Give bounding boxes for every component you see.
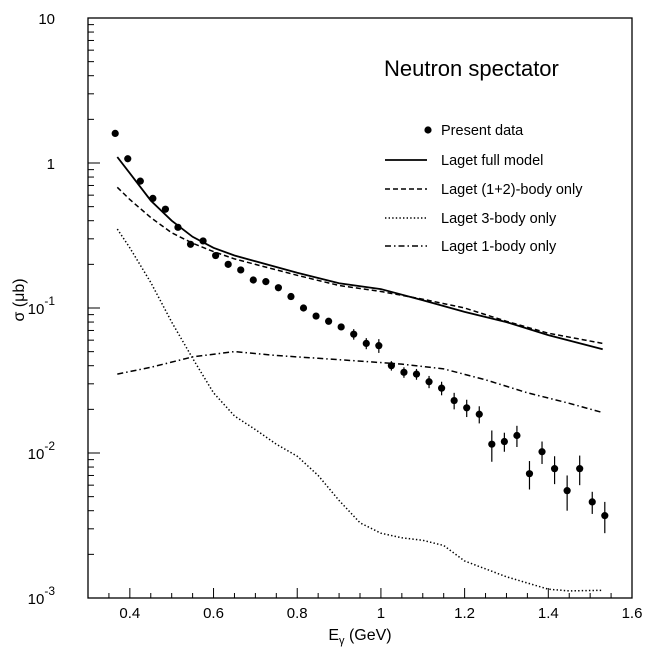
data-points: [111, 129, 609, 534]
data-point: [488, 440, 496, 448]
data-point: [375, 342, 383, 350]
data-point: [400, 368, 408, 376]
data-point: [463, 404, 471, 412]
y-axis-label: σ (μb): [11, 278, 28, 321]
data-point: [576, 465, 584, 473]
data-point: [412, 370, 421, 378]
y-tick-label: 1: [47, 156, 55, 173]
data-point: [438, 384, 446, 392]
axis-ticks: [87, 17, 633, 599]
data-point: [601, 512, 609, 520]
data-point: [149, 194, 157, 202]
data-point: [538, 448, 546, 456]
data-point: [387, 362, 395, 370]
data-point: [262, 278, 270, 286]
x-tick-label: 1.2: [454, 605, 475, 622]
legend-marker: [424, 126, 432, 134]
data-point: [299, 304, 308, 312]
legend: Present data Laget full model Laget (1+2)-…: [385, 123, 583, 255]
legend-label: Present data: [441, 123, 524, 139]
data-point: [224, 260, 232, 268]
legend-label: Laget full model: [441, 153, 543, 169]
data-point: [312, 312, 320, 320]
data-point: [475, 410, 483, 418]
chart-title: Neutron spectator: [384, 56, 559, 81]
data-point: [124, 155, 132, 163]
x-tick-label: 0.4: [119, 605, 140, 622]
data-point: [425, 378, 433, 386]
y-tick-label: 10-3: [28, 584, 56, 608]
data-point: [563, 487, 571, 495]
data-point: [350, 330, 358, 338]
x-tick-label: 1.4: [538, 605, 559, 622]
curve-dashed: [116, 186, 603, 345]
x-tick-label: 0.6: [203, 605, 224, 622]
x-tick-label: 1.6: [622, 605, 643, 622]
x-tick-label: 1: [377, 605, 385, 622]
data-point: [111, 129, 119, 138]
data-point: [212, 251, 220, 260]
legend-label: Laget 3-body only: [441, 211, 557, 227]
data-point: [136, 177, 144, 185]
y-tick-label: 10-1: [28, 294, 56, 318]
data-point: [337, 323, 345, 331]
data-point: [500, 437, 508, 446]
data-point: [525, 470, 534, 478]
data-point: [550, 465, 559, 473]
tick-labels: 0.4 0.6 0.8 1 1.2 1.4 1.6 10 1 10-1 10-2 10-3: [28, 11, 643, 622]
data-point: [237, 266, 245, 274]
data-point: [199, 237, 207, 245]
x-axis-label-subscript: γ: [339, 635, 345, 647]
data-point: [450, 396, 458, 405]
y-tick-label: 10-2: [28, 439, 56, 463]
y-tick-label: 10: [38, 11, 55, 28]
data-point: [362, 339, 370, 347]
curve-dotted: [116, 228, 603, 592]
legend-label: Laget (1+2)-body only: [441, 182, 583, 198]
curve-dashdot: [117, 350, 603, 414]
data-point: [249, 276, 257, 284]
data-point: [161, 205, 170, 213]
data-point: [513, 431, 521, 440]
x-tick-label: 0.8: [287, 605, 308, 622]
model-curves: [116, 156, 603, 592]
data-point: [588, 498, 596, 506]
legend-label: Laget 1-body only: [441, 239, 557, 255]
curve-solid: [116, 156, 603, 351]
data-point: [325, 317, 333, 325]
data-point: [174, 223, 182, 231]
data-point: [274, 284, 282, 292]
plot-frame: [87, 17, 633, 599]
x-axis-label: Eγ (GeV): [328, 627, 391, 647]
data-point: [186, 240, 195, 248]
data-point: [287, 292, 295, 301]
